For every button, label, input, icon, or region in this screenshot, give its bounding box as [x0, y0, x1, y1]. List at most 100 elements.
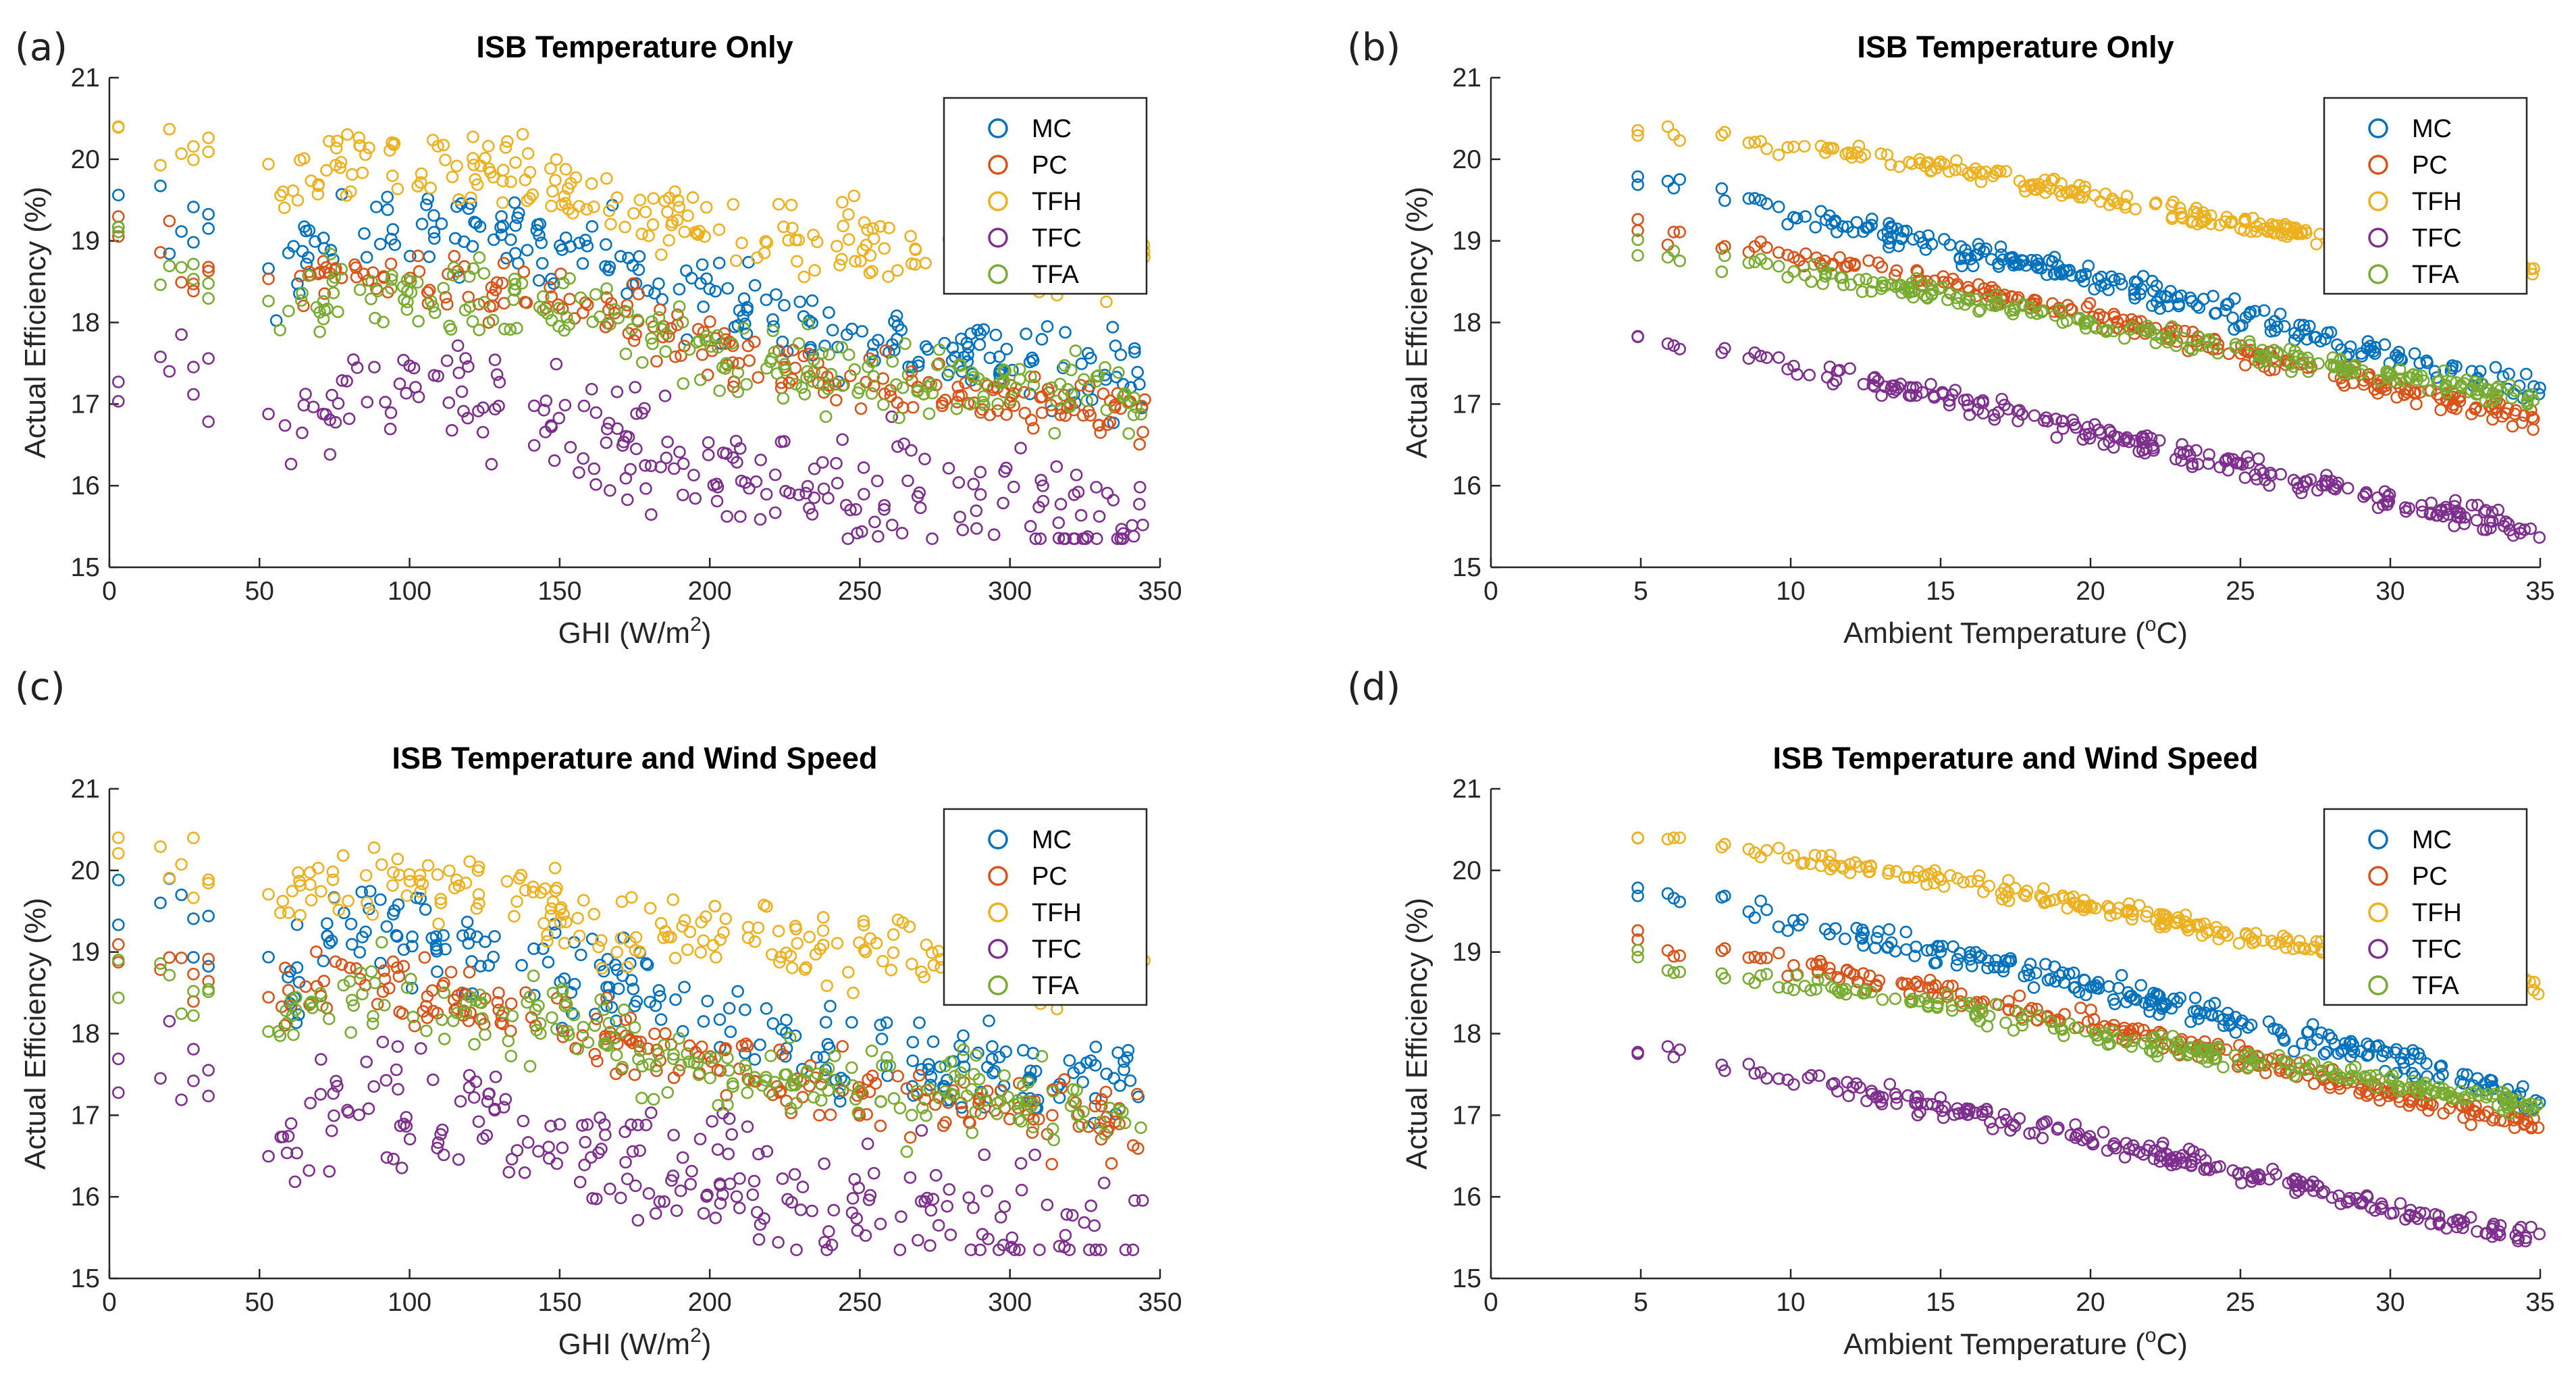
- scatter-point-MC: [1109, 339, 1122, 353]
- scatter-point-TFC: [619, 1125, 631, 1139]
- x-tick-label: 10: [1776, 577, 1805, 606]
- scatter-point-TFH: [690, 227, 704, 240]
- scatter-point-TFA: [1069, 344, 1082, 357]
- scatter-point-MC: [461, 915, 474, 929]
- scatter-point-TFC: [540, 394, 553, 407]
- scatter-point-TFC: [1107, 494, 1120, 507]
- scatter-point-TFH: [1772, 149, 1785, 161]
- scatter-point-TFA: [917, 388, 930, 401]
- scatter-point-MC: [824, 1000, 837, 1013]
- scatter-point-TFC: [589, 406, 603, 419]
- legend-label-TFC: TFC: [1032, 224, 1082, 253]
- scatter-point-PC: [1025, 413, 1038, 427]
- scatter-point-TFC: [1115, 523, 1128, 536]
- scatter-point-TFA: [865, 1044, 878, 1058]
- scatter-point-PC: [2375, 382, 2388, 394]
- scatter-point-TFH: [312, 178, 325, 191]
- scatter-point-TFH: [909, 242, 922, 255]
- scatter-point-PC: [2267, 363, 2281, 376]
- scatter-points: [1631, 120, 2546, 544]
- legend-label-PC: PC: [2412, 151, 2448, 180]
- scatter-point-TFC: [452, 366, 465, 380]
- scatter-point-PC: [440, 298, 454, 311]
- scatter-point-MC: [778, 299, 791, 312]
- scatter-point-TFC: [932, 1219, 945, 1232]
- scatter-point-TFH: [336, 849, 350, 862]
- scatter-point-TFC: [878, 498, 891, 512]
- scatter-point-TFH: [1742, 136, 1756, 149]
- scatter-point-MC: [2445, 361, 2459, 375]
- x-tick-label: 350: [1138, 577, 1182, 606]
- scatter-point-TFC: [284, 1117, 298, 1130]
- scatter-point-TFC: [1052, 516, 1066, 529]
- scatter-point-MC: [983, 351, 997, 365]
- x-tick-label: 15: [1926, 1288, 1955, 1317]
- scatter-point-TFH: [1760, 844, 1773, 857]
- scatter-point-TFH: [666, 893, 680, 906]
- scatter-point-MC: [296, 244, 309, 258]
- scatter-point-MC: [737, 292, 751, 305]
- scatter-point-PC: [932, 357, 945, 370]
- scatter-point-MC: [2489, 361, 2502, 374]
- y-tick-label: 18: [71, 1020, 100, 1049]
- scatter-point-MC: [1059, 326, 1072, 339]
- scatter-point-PC: [439, 290, 452, 304]
- scatter-point-MC: [1041, 320, 1054, 333]
- scatter-point-TFH: [885, 964, 898, 977]
- legend-label-TFH: TFH: [1032, 899, 1082, 927]
- scatter-point-TFA: [966, 1126, 979, 1139]
- scatter-point-MC: [299, 224, 313, 238]
- scatter-point-TFH: [346, 168, 359, 181]
- scatter-point-TFC: [332, 397, 345, 410]
- scatter-point-TFA: [608, 303, 621, 316]
- scatter-point-TFC: [760, 488, 773, 501]
- scatter-point-TFA: [991, 1108, 1003, 1120]
- scatter-point-TFC: [380, 1151, 394, 1164]
- scatter-point-PC: [348, 258, 361, 271]
- scatter-point-MC: [973, 338, 987, 351]
- scatter-point-TFC: [831, 477, 844, 490]
- scatter-point-TFH: [549, 174, 562, 187]
- scatter-point-PC: [1781, 249, 1794, 261]
- scatter-point-TFA: [798, 388, 812, 400]
- scatter-point-TFC: [926, 532, 939, 546]
- scatter-point-TFC: [2069, 1118, 2082, 1131]
- scatter-point-MC: [2257, 304, 2271, 317]
- scatter-point-TFH: [878, 242, 891, 255]
- y-tick-label: 15: [71, 553, 100, 582]
- scatter-point-TFH: [600, 172, 613, 185]
- scatter-point-TFA: [426, 300, 440, 313]
- scatter-point-TFC: [323, 1165, 336, 1178]
- scatter-point-MC: [380, 920, 394, 933]
- scatter-point-TFC: [367, 1080, 381, 1093]
- scatter-point-MC: [1866, 212, 1878, 226]
- scatter-point-MC: [1994, 240, 2007, 253]
- scatter-point-TFH: [866, 222, 880, 235]
- scatter-point-MC: [370, 201, 383, 213]
- scatter-point-TFH: [558, 190, 571, 203]
- y-tick-label: 18: [71, 309, 100, 338]
- scatter-point-PC: [627, 277, 640, 290]
- scatter-point-TFA: [964, 398, 977, 411]
- scatter-point-TFH: [424, 182, 437, 195]
- scatter-point-TFC: [362, 1102, 375, 1115]
- scatter-point-TFH: [887, 946, 900, 959]
- scatter-point-MC: [2228, 292, 2241, 305]
- scatter-point-MC: [1124, 1074, 1137, 1087]
- scatter-point-MC: [1098, 369, 1111, 382]
- scatter-point-TFH: [154, 159, 167, 172]
- scatter-point-TFH: [602, 204, 616, 217]
- scatter-point-MC: [1017, 1043, 1030, 1057]
- scatter-point-TFH: [544, 162, 557, 175]
- scatter-point-TFH: [363, 141, 375, 155]
- scatter-point-MC: [1742, 192, 1756, 205]
- scatter-point-MC: [819, 1016, 833, 1029]
- scatter-point-MC: [739, 1003, 752, 1016]
- scatter-point-MC: [2150, 279, 2163, 292]
- scatter-point-TFC: [808, 462, 821, 475]
- scatter-point-MC: [1985, 253, 1998, 266]
- scatter-point-MC: [822, 306, 835, 319]
- scatter-point-TFA: [473, 251, 486, 264]
